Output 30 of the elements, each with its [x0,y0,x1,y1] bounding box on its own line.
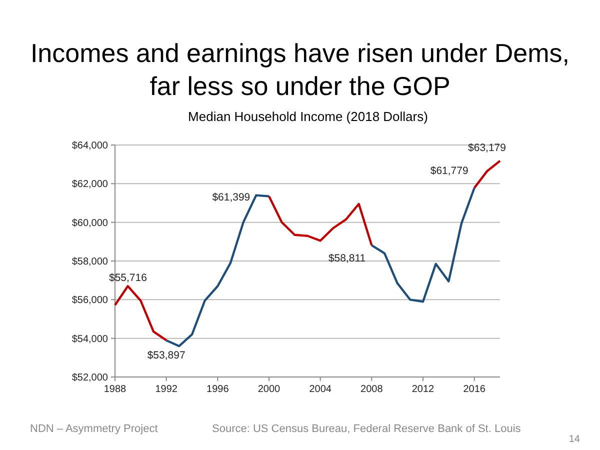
x-tick-label: 2004 [309,384,332,395]
text: NDN – Asymmetry Project [30,423,158,435]
text: 14 [568,434,580,445]
annotation: $63,179 [468,142,506,154]
line-series [165,194,270,348]
chart-title: Incomes and earnings have risen under Dems, far less so under the GOP [30,38,570,101]
x-tick-label: 2016 [463,384,486,395]
y-tick-label: $64,000 [72,140,108,152]
source-note: Source: US Census Bureau, Federal Reserve Bank of St. Louis [212,423,522,435]
annotation: $58,811 [328,252,366,264]
chart-subtitle: Median Household Income (2018 Dollars) [188,109,428,124]
annotation: $61,779 [430,164,468,177]
y-tick-label: $52,000 [72,372,108,384]
x-tick-label: 2000 [258,384,281,395]
y-tick-label: $56,000 [72,295,108,306]
line-series [268,195,373,246]
x-tick-label: 1988 [104,384,127,395]
annotation: $55,716 [109,272,148,284]
x-tick-label: 2008 [360,384,384,395]
annotation: $61,399 [212,191,250,204]
annotation: $53,897 [147,349,186,362]
y-tick-label: $60,000 [72,218,108,229]
x-tick-label: 1996 [206,384,230,395]
x-tick-label: 1992 [155,384,178,395]
x-tick-label: 2012 [412,384,435,395]
line-series [370,186,476,303]
y-tick-label: $54,000 [72,334,108,345]
y-tick-label: $62,000 [72,179,108,190]
y-tick-label: $58,000 [72,256,108,268]
line-series [114,285,168,342]
